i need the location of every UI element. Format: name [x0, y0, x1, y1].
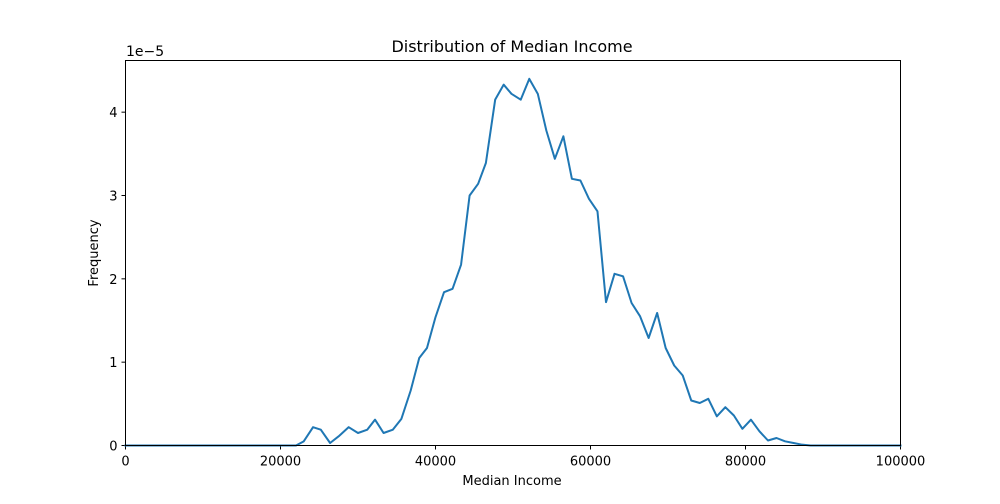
x-tick-label: 80000	[725, 455, 766, 470]
y-axis-scale-label: 1e−5	[126, 44, 164, 60]
x-tick-label: 60000	[570, 455, 611, 470]
x-tick-label: 40000	[415, 455, 456, 470]
plot-frame	[125, 60, 901, 446]
y-tick-label: 1	[109, 356, 117, 371]
series-layer	[124, 77, 902, 447]
x-axis-label: Median Income	[462, 474, 561, 489]
x-tick-label: 100000	[876, 455, 926, 470]
series-line	[124, 77, 902, 447]
axis-ticks: 0 20000 40000 60000 80000 100000 0 1 2 3 4	[109, 106, 925, 469]
chart-title: Distribution of Median Income	[391, 37, 632, 56]
y-tick-label: 4	[109, 106, 117, 121]
y-tick-label: 3	[109, 190, 117, 205]
y-axis-label: Frequency	[87, 219, 102, 286]
x-tick-label: 0	[121, 455, 129, 470]
x-tick-label: 20000	[260, 455, 301, 470]
y-tick-label: 0	[109, 440, 117, 455]
y-tick-label: 2	[109, 273, 117, 288]
